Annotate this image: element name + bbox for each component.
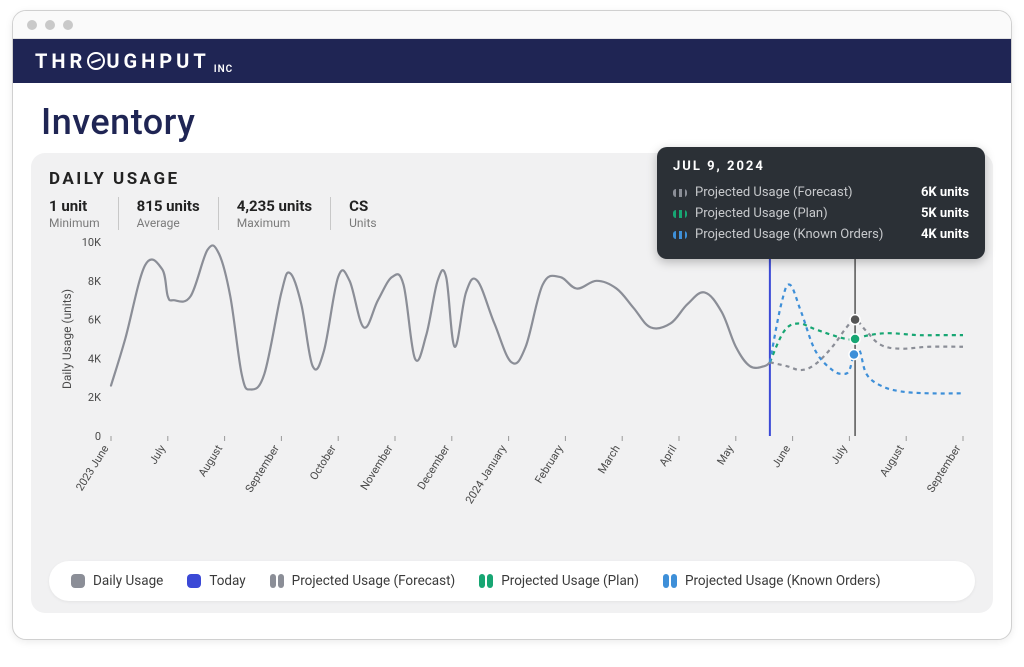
window-dot[interactable] [27,20,37,30]
app-window: THR UGHPUT INC Inventory DAILY USAGE 1 u… [12,10,1012,640]
tooltip-value: 6K units [921,185,969,200]
tooltip-value: 4K units [921,227,969,242]
legend-item[interactable]: Projected Usage (Known Orders) [663,573,881,589]
svg-text:December: December [415,442,453,492]
brand-text-left: THR [35,49,86,73]
tooltip-label: Projected Usage (Forecast) [695,185,853,200]
legend-item[interactable]: Today [187,573,245,589]
svg-text:October: October [307,442,339,482]
svg-text:May: May [714,442,736,467]
tooltip-label: Projected Usage (Known Orders) [695,227,883,242]
svg-text:2K: 2K [88,391,101,404]
legend-label: Projected Usage (Plan) [501,573,639,589]
svg-text:Daily Usage (units): Daily Usage (units) [60,289,74,389]
legend-label: Daily Usage [93,573,163,589]
svg-text:0: 0 [95,430,101,443]
svg-text:November: November [358,442,396,492]
stat-label: Units [349,216,376,230]
svg-text:June: June [769,443,793,470]
tooltip-swatch-icon [673,231,687,239]
legend-swatch-icon [270,574,284,588]
brand-suffix: INC [214,64,234,83]
tooltip-label: Projected Usage (Plan) [695,206,828,221]
svg-text:September: September [243,442,282,494]
brand-bar: THR UGHPUT INC [13,39,1011,83]
page-title: Inventory [13,83,1011,153]
svg-text:April: April [657,443,680,469]
chart-area[interactable]: 0 2K 4K 6K 8K 10K Daily Usage (units) 2023 June… [49,236,975,536]
window-dot[interactable] [45,20,55,30]
chart-tooltip: JUL 9, 2024 Projected Usage (Forecast) 6K… [657,147,985,259]
legend-label: Today [209,573,245,589]
svg-text:2023 June: 2023 June [73,443,111,494]
stat-maximum: 4,235 units Maximum [219,197,331,230]
stat-units: CS Units [331,197,394,230]
stat-label: Average [137,216,200,230]
legend-swatch-icon [663,574,677,588]
legend-label: Projected Usage (Forecast) [292,573,456,589]
brand-logo-icon [87,52,105,70]
legend-label: Projected Usage (Known Orders) [685,573,881,589]
tooltip-swatch-icon [673,189,687,197]
tooltip-row: Projected Usage (Forecast) 6K units [673,182,969,203]
window-titlebar [13,11,1011,39]
window-dot[interactable] [63,20,73,30]
svg-text:July: July [828,442,850,467]
stat-value: CS [349,197,376,215]
svg-text:September: September [924,442,963,494]
svg-text:2024 January: 2024 January [463,442,510,506]
svg-text:March: March [595,443,622,476]
svg-text:August: August [877,442,907,479]
legend-item[interactable]: Daily Usage [71,573,163,589]
tooltip-row: Projected Usage (Known Orders) 4K units [673,224,969,245]
stat-value: 1 unit [49,197,100,215]
stat-label: Minimum [49,216,100,230]
tooltip-swatch-icon [673,210,687,218]
stat-label: Maximum [237,216,312,230]
tooltip-value: 5K units [921,206,969,221]
svg-text:6K: 6K [88,314,101,327]
tooltip-date: JUL 9, 2024 [673,159,969,174]
usage-chart-svg: 0 2K 4K 6K 8K 10K Daily Usage (units) 2023 June… [49,236,971,536]
stat-minimum: 1 unit Minimum [49,197,119,230]
stat-value: 815 units [137,197,200,215]
tooltip-row: Projected Usage (Plan) 5K units [673,203,969,224]
daily-usage-panel: DAILY USAGE 1 unit Minimum 815 units Ave… [31,153,993,613]
brand-text-right: UGHPUT [106,49,209,73]
svg-text:10K: 10K [82,236,101,249]
svg-text:July: July [147,442,169,467]
legend-item[interactable]: Projected Usage (Forecast) [270,573,456,589]
svg-text:February: February [532,442,566,486]
legend-swatch-icon [187,574,201,588]
legend-swatch-icon [71,574,85,588]
stat-value: 4,235 units [237,197,312,215]
stat-average: 815 units Average [119,197,219,230]
legend-swatch-icon [479,574,493,588]
svg-text:4K: 4K [88,352,101,365]
chart-legend: Daily Usage Today Projected Usage (Forecas… [49,561,975,601]
svg-text:August: August [196,442,226,479]
legend-item[interactable]: Projected Usage (Plan) [479,573,639,589]
svg-text:8K: 8K [88,275,101,288]
